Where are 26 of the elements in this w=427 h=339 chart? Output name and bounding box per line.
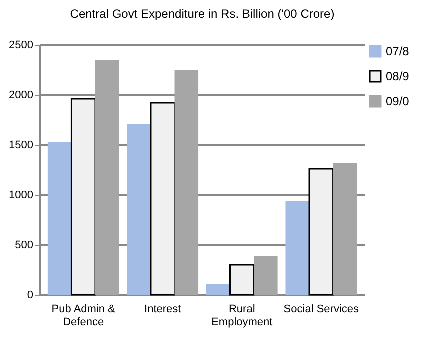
bar [48, 142, 72, 295]
y-tick-label: 0 [27, 290, 34, 302]
y-tick-label: 1500 [9, 140, 34, 152]
bar [174, 70, 199, 295]
legend-label: 09/0 [386, 94, 410, 108]
legend-label: 07/8 [386, 44, 410, 58]
y-tick-label: 1000 [9, 190, 34, 202]
y-tick-label: 2000 [9, 90, 34, 102]
bar [308, 168, 334, 296]
legend-label: 08/9 [386, 70, 410, 84]
bar [254, 256, 278, 295]
bar [333, 163, 358, 295]
y-tick-label: 500 [15, 240, 34, 252]
bar [150, 102, 176, 296]
bar [95, 60, 120, 295]
x-tick-label: Pub Admin & Defence [52, 304, 116, 328]
x-tick-label: Interest [144, 304, 182, 316]
bar [229, 264, 255, 296]
bar [70, 98, 96, 296]
chart-title: Central Govt Expenditure in Rs. Billion ('00 Crore) [70, 7, 335, 21]
bar [206, 284, 230, 295]
bar [286, 201, 310, 295]
bar [127, 124, 151, 295]
x-tick-label: Social Services [284, 304, 360, 316]
x-tick-label: Rural Employment [212, 304, 273, 328]
y-tick-label: 2500 [9, 40, 34, 52]
